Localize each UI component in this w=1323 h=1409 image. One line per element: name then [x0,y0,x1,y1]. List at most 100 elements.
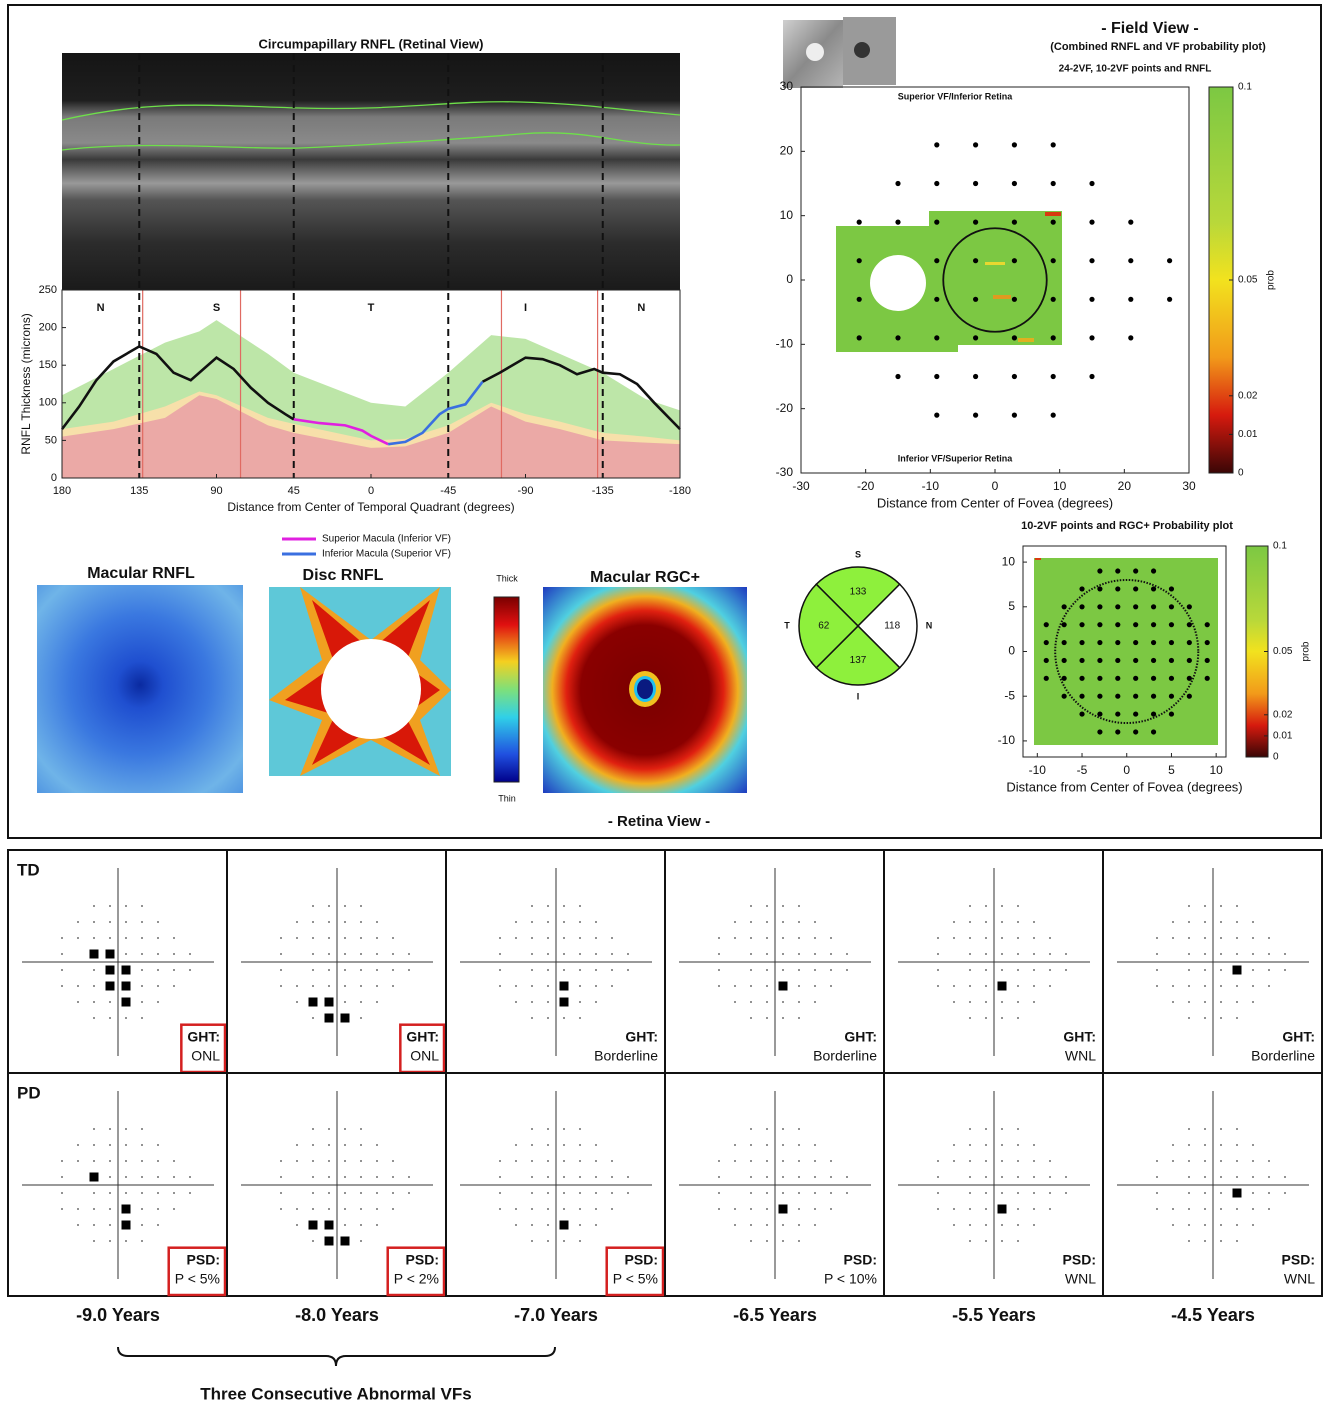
vf-point [798,1144,800,1146]
vf-point [141,985,143,987]
vf-point [766,1144,768,1146]
vf-point [718,1208,720,1210]
vf-point [1167,297,1172,302]
vf-point [969,1176,971,1178]
vf-point [750,1208,752,1210]
vf-point [1188,1160,1190,1162]
vf-point [579,1144,581,1146]
vf-point [1133,694,1138,699]
vf-point [1079,694,1084,699]
vf-point [1151,586,1156,591]
vf-point [1151,711,1156,716]
vf-point [547,905,549,907]
bracket [118,1347,555,1366]
vf-point [934,181,939,186]
vf-point [969,1160,971,1162]
ght-label: GHT: [625,1029,658,1045]
vf-point [1133,658,1138,663]
vf-point [1115,658,1120,663]
vf-point [798,1192,800,1194]
vf-point [750,1017,752,1019]
vf-defect [325,1237,334,1246]
vf-point [1252,1192,1254,1194]
vf-point [750,1001,752,1003]
vf-point [1017,1017,1019,1019]
vf-point [766,953,768,955]
x-tick-label: -10 [1029,763,1047,777]
vf-point [1268,1192,1270,1194]
vf-point [1188,1192,1190,1194]
vf-point [1187,676,1192,681]
vf-point [1049,1160,1051,1162]
vf-defect [122,982,131,991]
vf-point [77,1001,79,1003]
vf-point [392,969,394,971]
vf-point [189,1176,191,1178]
vf-point [973,181,978,186]
vf-point [77,1224,79,1226]
vf-point [1220,1176,1222,1178]
vf-point [846,1192,848,1194]
vf-point [157,1208,159,1210]
vf-point [93,1240,95,1242]
vf-point [1252,1208,1254,1210]
vf-point [857,258,862,263]
vf-point [1236,921,1238,923]
vf-point [1236,1224,1238,1226]
vf-point [141,921,143,923]
y-tick-label: -30 [776,465,794,479]
vf-point [1252,921,1254,923]
vf-point [109,1192,111,1194]
vf-point [611,937,613,939]
vf-point [141,1240,143,1242]
vf-point [611,953,613,955]
vf-point [1188,921,1190,923]
vf-point [531,953,533,955]
vf-point [579,1160,581,1162]
bscan-image [62,53,680,290]
vf-point [1220,1001,1222,1003]
vf-point [328,1160,330,1162]
vf-point [1252,1176,1254,1178]
vf-point [93,921,95,923]
vf-point [189,1192,191,1194]
vf-point [173,1192,175,1194]
x-tick-label: 10 [1053,479,1067,493]
vf-point [515,1001,517,1003]
vf-point [1062,622,1067,627]
colorbar-tick-label: 0.1 [1238,82,1252,93]
vf-point [109,1176,111,1178]
vf-point [531,1208,533,1210]
vf-point [1151,676,1156,681]
vf-point [1151,604,1156,609]
vf-point [531,969,533,971]
vf-point [1236,1144,1238,1146]
vf-point [109,1001,111,1003]
vf-point [125,1192,127,1194]
vf-point [973,374,978,379]
vf-point [141,1208,143,1210]
vf-point [985,921,987,923]
vf-point [125,1160,127,1162]
vf-point [1188,1176,1190,1178]
vf-point [969,1001,971,1003]
vf-point [1236,1160,1238,1162]
vf-point [563,1144,565,1146]
vf-point [173,953,175,955]
vf-point [1220,937,1222,939]
vf-point [141,1192,143,1194]
vf-point [531,1224,533,1226]
map-title: Macular RNFL [87,565,195,582]
vf-point [1169,640,1174,645]
vf-point [1001,1192,1003,1194]
vf-point [408,953,410,955]
macular-rnfl-map [37,585,243,793]
vf-point [392,985,394,987]
y-tick-label: 10 [1002,554,1016,568]
vf-point [563,1017,565,1019]
thickness-colorbar [494,597,519,782]
vf-point [782,905,784,907]
vf-point [499,1176,501,1178]
vf-point [1205,640,1210,645]
vf-point [1220,1160,1222,1162]
